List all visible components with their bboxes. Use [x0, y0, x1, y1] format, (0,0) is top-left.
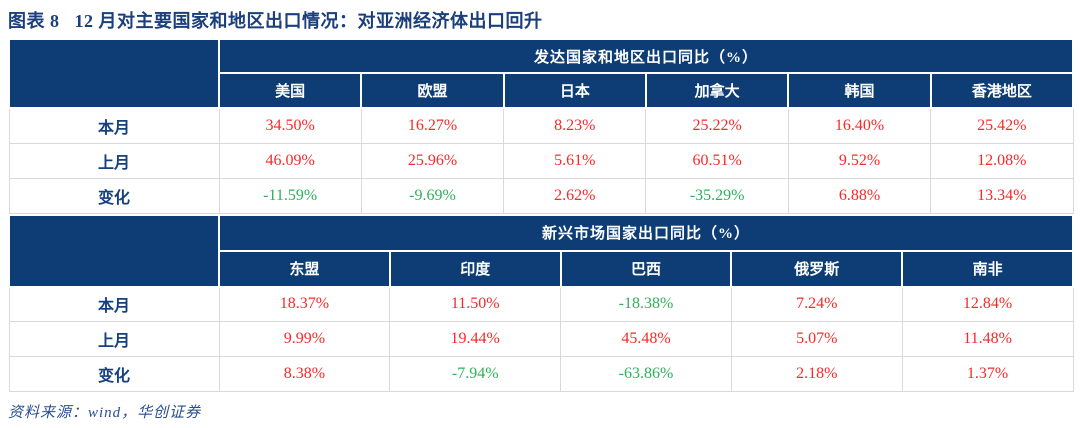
cell-value: 45.48% — [560, 321, 732, 357]
row-label-previous: 上月 — [8, 142, 220, 179]
cell-value: 12.08% — [930, 142, 1074, 179]
cell-value: -9.69% — [360, 177, 505, 214]
row-label-current: 本月 — [8, 107, 220, 144]
source-note: 资料来源：wind，华创证券 — [8, 405, 202, 421]
cell-value: 8.38% — [218, 356, 391, 392]
cell-value: 2.62% — [503, 177, 647, 214]
cell-value: 7.24% — [730, 286, 903, 322]
row-label-change: 变化 — [8, 177, 220, 214]
cell-value: 11.50% — [389, 286, 562, 322]
col-header-india: 印度 — [388, 249, 562, 288]
cell-value: 5.07% — [730, 321, 903, 357]
cell-value: 16.27% — [360, 107, 505, 144]
row-label-previous: 上月 — [8, 321, 220, 357]
col-header-korea: 韩国 — [787, 72, 932, 109]
cell-value: 1.37% — [901, 356, 1074, 392]
section-header-emerging: 新兴市场国家出口同比（%） — [218, 213, 1074, 252]
cell-value: 9.52% — [787, 142, 932, 179]
cell-value: 34.50% — [218, 107, 362, 144]
cell-value: 9.99% — [218, 321, 391, 357]
cell-value: 2.18% — [730, 356, 903, 392]
corner-blank-cell — [8, 38, 220, 109]
country-header-row: 美国 欧盟 日本 加拿大 韩国 香港地区 — [9, 72, 1075, 109]
cell-value: 19.44% — [389, 321, 562, 357]
col-header-russia: 俄罗斯 — [730, 249, 904, 288]
table-row-previous-month: 上月 9.99% 19.44% 45.48% 5.07% 11.48% — [8, 321, 1074, 357]
table-row-current-month: 本月 34.50% 16.27% 8.23% 25.22% 16.40% 25.… — [8, 107, 1074, 144]
cell-value: 13.34% — [930, 177, 1074, 214]
cell-value: 46.09% — [218, 142, 362, 179]
cell-value: 6.88% — [787, 177, 932, 214]
cell-value: 11.48% — [901, 321, 1074, 357]
cell-value: 16.40% — [787, 107, 932, 144]
col-header-eu: 欧盟 — [360, 72, 505, 109]
cell-value: -63.86% — [560, 356, 732, 392]
corner-blank-cell — [8, 213, 220, 288]
country-header-row: 东盟 印度 巴西 俄罗斯 南非 — [9, 249, 1074, 288]
export-table-container: 发达国家和地区出口同比（%） 美国 欧盟 日本 加拿大 韩国 香港地区 本月 3… — [8, 38, 1075, 392]
cell-value: 60.51% — [645, 142, 789, 179]
cell-value: 25.42% — [930, 107, 1074, 144]
col-header-southafrica: 南非 — [901, 249, 1074, 288]
col-header-brazil: 巴西 — [559, 249, 733, 288]
col-header-usa: 美国 — [217, 72, 363, 109]
row-label-current: 本月 — [8, 286, 220, 322]
table-row-current-month: 本月 18.37% 11.50% -18.38% 7.24% 12.84% — [8, 286, 1074, 322]
col-header-asean: 东盟 — [218, 249, 391, 288]
emerging-markets-table: 新兴市场国家出口同比（%） 东盟 印度 巴西 俄罗斯 南非 本月 18.37% … — [8, 213, 1074, 392]
cell-value: 8.23% — [503, 107, 647, 144]
cell-value: 18.37% — [218, 286, 391, 322]
col-header-canada: 加拿大 — [644, 72, 790, 109]
cell-value: 12.84% — [901, 286, 1074, 322]
cell-value: -7.94% — [389, 356, 562, 392]
col-header-japan: 日本 — [502, 72, 647, 109]
table-row-previous-month: 上月 46.09% 25.96% 5.61% 60.51% 9.52% 12.0… — [8, 142, 1074, 179]
table-row-change: 变化 8.38% -7.94% -63.86% 2.18% 1.37% — [8, 356, 1074, 392]
developed-countries-table: 发达国家和地区出口同比（%） 美国 欧盟 日本 加拿大 韩国 香港地区 本月 3… — [8, 38, 1075, 214]
cell-value: 25.22% — [645, 107, 789, 144]
cell-value: -35.29% — [645, 177, 789, 214]
table-row-change: 变化 -11.59% -9.69% 2.62% -35.29% 6.88% 13… — [8, 177, 1074, 214]
cell-value: -18.38% — [560, 286, 732, 322]
cell-value: -11.59% — [218, 177, 362, 214]
section-header-developed: 发达国家和地区出口同比（%） — [217, 38, 1075, 74]
cell-value: 25.96% — [360, 142, 505, 179]
row-label-change: 变化 — [8, 356, 220, 392]
cell-value: 5.61% — [503, 142, 647, 179]
col-header-hongkong: 香港地区 — [929, 72, 1075, 109]
figure-title: 图表 8 12 月对主要国家和地区出口情况：对亚洲经济体出口回升 — [8, 11, 543, 31]
